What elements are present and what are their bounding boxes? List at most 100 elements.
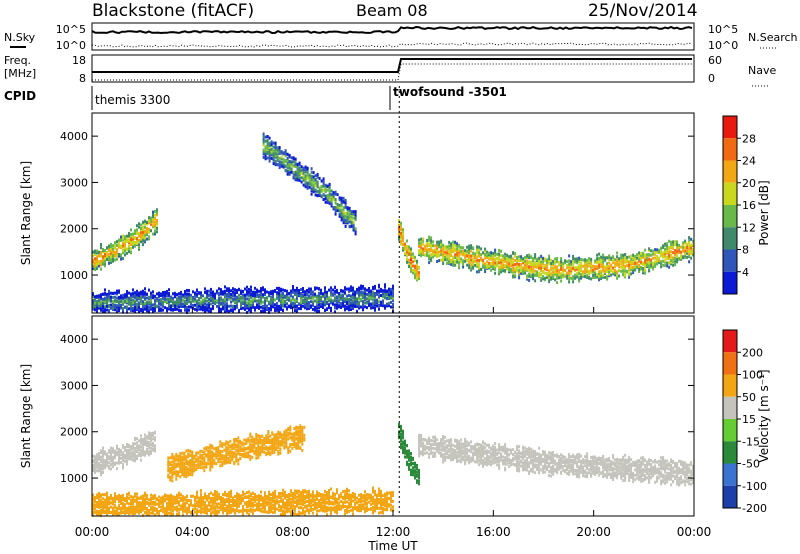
power-cell bbox=[134, 294, 136, 298]
power-cell bbox=[352, 210, 355, 214]
power-cell bbox=[342, 304, 344, 308]
power-cell bbox=[676, 249, 679, 253]
power-cell bbox=[406, 257, 408, 261]
power-cell bbox=[150, 291, 152, 295]
power-cell bbox=[404, 245, 406, 249]
power-cell bbox=[604, 269, 607, 273]
power-cell bbox=[212, 290, 214, 294]
velocity-cell bbox=[299, 433, 302, 437]
power-cell bbox=[516, 267, 519, 271]
velocity-cell bbox=[295, 437, 298, 441]
power-cell bbox=[450, 242, 453, 246]
velocity-cell bbox=[102, 508, 104, 511]
velocity-cell bbox=[108, 497, 110, 501]
power-cell bbox=[320, 291, 322, 295]
power-cell bbox=[528, 265, 531, 269]
power-cell bbox=[342, 296, 344, 300]
power-cell bbox=[446, 258, 449, 262]
power-cell bbox=[134, 232, 136, 236]
power-cell bbox=[344, 286, 346, 290]
power-cell bbox=[248, 304, 250, 308]
power-cell bbox=[266, 142, 269, 146]
power-cell bbox=[374, 295, 376, 299]
power-cell bbox=[326, 297, 328, 301]
power-cell bbox=[594, 270, 597, 274]
power-cell bbox=[274, 146, 277, 149]
power-cell bbox=[516, 269, 519, 273]
power-cell bbox=[280, 150, 283, 154]
power-cell bbox=[484, 262, 487, 266]
velocity-cell bbox=[275, 437, 278, 440]
velocity-cell bbox=[263, 438, 266, 442]
velocity-cell bbox=[235, 449, 238, 453]
velocity-cell bbox=[142, 508, 144, 512]
power-cell bbox=[336, 193, 339, 197]
velocity-cell bbox=[207, 446, 210, 450]
power-cell bbox=[278, 307, 280, 311]
velocity-cell bbox=[122, 504, 124, 507]
velocity-cell bbox=[241, 452, 244, 456]
power-cell bbox=[574, 276, 577, 280]
velocity-cell bbox=[94, 500, 96, 504]
power-cell bbox=[376, 298, 378, 302]
power-cell bbox=[134, 307, 136, 311]
velocity-cell bbox=[193, 469, 196, 473]
power-cell bbox=[400, 242, 402, 246]
velocity-cell bbox=[187, 470, 190, 474]
power-cell bbox=[460, 257, 463, 261]
power-cell bbox=[302, 178, 305, 182]
power-cell bbox=[114, 253, 116, 256]
power-cell bbox=[532, 270, 535, 274]
velocity-cell bbox=[251, 446, 254, 450]
power-cell bbox=[304, 303, 306, 307]
velocity-cell bbox=[273, 444, 276, 448]
power-cell bbox=[552, 275, 555, 279]
power-cell bbox=[98, 297, 100, 301]
power-cell bbox=[452, 259, 455, 263]
power-cell bbox=[542, 266, 545, 270]
power-cell bbox=[418, 241, 421, 245]
velocity-cell bbox=[106, 512, 108, 515]
power-cell bbox=[370, 296, 372, 300]
power-cell bbox=[260, 301, 262, 305]
range-tick-label: 4000 bbox=[60, 130, 88, 143]
power-cell bbox=[624, 253, 627, 257]
velocity-cell bbox=[269, 445, 272, 449]
power-cell bbox=[566, 271, 569, 275]
power-cell bbox=[660, 261, 663, 265]
power-cell bbox=[124, 235, 126, 239]
velocity-cell bbox=[178, 502, 180, 506]
power-cell bbox=[328, 296, 330, 300]
power-cell bbox=[262, 152, 265, 156]
power-cell bbox=[314, 181, 317, 185]
power-cell bbox=[244, 296, 246, 300]
power-cell bbox=[400, 233, 402, 237]
velocity-cell bbox=[197, 462, 200, 466]
velocity-cell bbox=[301, 431, 304, 435]
power-cell bbox=[388, 290, 390, 294]
power-cell bbox=[266, 149, 269, 153]
velocity-cell bbox=[138, 444, 140, 448]
power-cell bbox=[328, 303, 330, 307]
power-cell bbox=[296, 178, 299, 182]
power-cell bbox=[112, 254, 114, 258]
power-cell bbox=[134, 302, 136, 306]
power-cell bbox=[336, 306, 338, 310]
velocity-cell bbox=[148, 431, 150, 435]
power-cell bbox=[364, 305, 366, 309]
freq-tick-bottom: 8 bbox=[79, 72, 86, 85]
power-cell bbox=[260, 294, 262, 298]
power-cell bbox=[456, 256, 459, 260]
power-cell bbox=[432, 255, 435, 259]
power-cell bbox=[216, 289, 218, 293]
power-cell bbox=[572, 280, 575, 284]
power-cell bbox=[256, 305, 258, 309]
velocity-cell bbox=[205, 453, 208, 457]
power-cell bbox=[322, 188, 325, 192]
velocity-cell bbox=[98, 494, 100, 498]
velocity-cell bbox=[134, 436, 136, 440]
power-cell bbox=[400, 226, 402, 230]
velocity-cell bbox=[207, 449, 210, 453]
power-cell bbox=[312, 296, 314, 300]
power-cell bbox=[218, 293, 220, 297]
